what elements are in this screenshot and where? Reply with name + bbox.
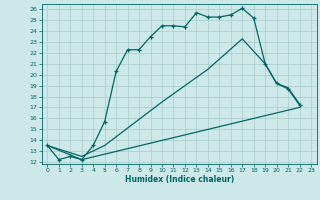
X-axis label: Humidex (Indice chaleur): Humidex (Indice chaleur)	[124, 175, 234, 184]
